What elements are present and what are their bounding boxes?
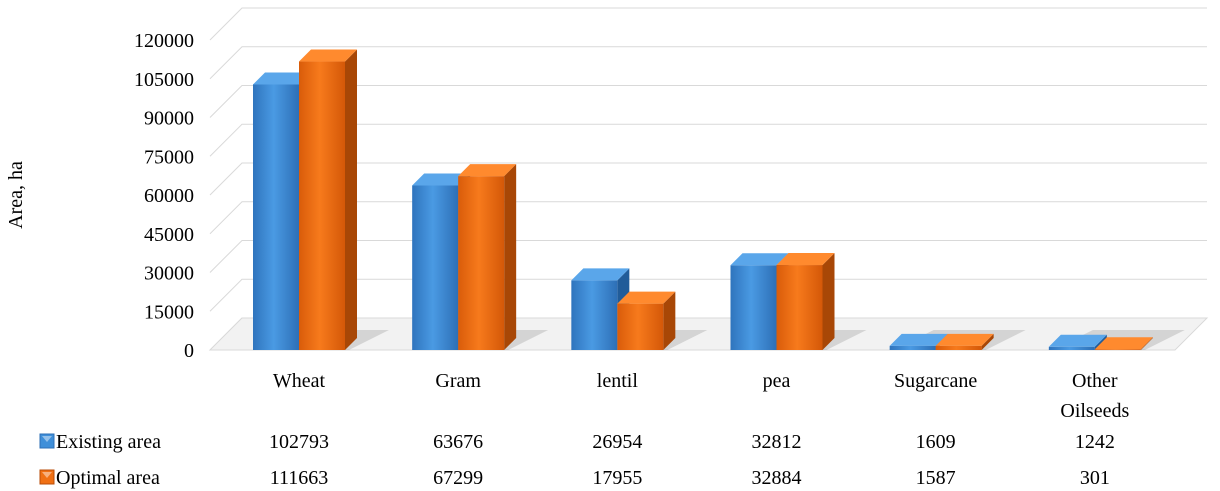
y-tick-label: 45000 <box>144 224 194 246</box>
bar-top <box>776 253 835 266</box>
x-category-label: Sugarcane <box>894 370 977 392</box>
data-table-cell: 102793 <box>269 431 329 453</box>
y-tick-label: 120000 <box>134 30 194 52</box>
legend-label: Optimal area <box>56 467 160 489</box>
x-category-label: Gram <box>435 370 481 392</box>
data-table: Wheat Gram lentil pea Sugarcane Other Oilseeds… <box>39 370 1129 489</box>
data-table-cell: 17955 <box>592 467 642 489</box>
legend-key-optimal <box>39 469 55 485</box>
bar-top <box>1048 334 1107 347</box>
bar-side <box>981 333 994 350</box>
gridlines <box>209 7 1207 351</box>
bar-existing <box>1048 346 1095 350</box>
data-table-cell: 1587 <box>916 467 956 489</box>
data-table-cell: 32812 <box>752 431 802 453</box>
bar-optimal <box>458 176 505 350</box>
data-table-cell: 63676 <box>433 431 483 453</box>
bar-optimal <box>935 345 982 350</box>
legend-label: Existing area <box>56 431 161 453</box>
bar-side <box>663 291 676 350</box>
x-category-label: Wheat <box>273 370 326 392</box>
bar-existing <box>730 265 777 350</box>
data-table-cell: 1609 <box>916 431 956 453</box>
y-tick-label: 15000 <box>144 301 194 323</box>
y-tick-label: 30000 <box>144 263 194 285</box>
gridline <box>209 85 1207 118</box>
bar-existing <box>571 280 618 350</box>
gridline <box>209 7 1207 41</box>
gridline <box>209 123 1207 157</box>
data-table-cell: 32884 <box>752 467 802 489</box>
y-tick-label: 75000 <box>144 146 194 168</box>
bar-side <box>504 164 517 350</box>
gridline <box>209 162 1207 196</box>
bars <box>253 49 1185 351</box>
y-axis-title: Area, ha <box>5 161 27 229</box>
bar-optimal <box>776 265 823 350</box>
y-tick-label: 0 <box>184 340 194 362</box>
gridline <box>209 46 1207 80</box>
bar-optimal <box>1094 349 1141 351</box>
legend-key-glint <box>42 436 52 442</box>
data-table-cell: 301 <box>1080 467 1110 489</box>
y-axis-ticks: 0 15000 30000 45000 60000 75000 90000 105000 120… <box>134 30 194 362</box>
bar-top <box>299 49 357 62</box>
data-table-cell: 1242 <box>1075 431 1115 453</box>
bar-top <box>730 253 789 266</box>
legend-key-existing <box>39 433 55 449</box>
data-table-cell: 67299 <box>433 467 483 489</box>
y-tick-label: 60000 <box>144 185 194 207</box>
gridline <box>209 240 1207 273</box>
x-category-label: Other <box>1072 370 1118 392</box>
x-category-label: lentil <box>597 370 639 392</box>
bar-top <box>935 333 994 346</box>
y-tick-label: 105000 <box>134 69 194 91</box>
bar-optimal <box>617 303 664 350</box>
bar-existing <box>889 345 936 350</box>
bar-side <box>822 253 835 350</box>
y-tick-label: 90000 <box>144 108 194 130</box>
bar-top <box>1094 337 1153 350</box>
bar-side <box>1140 337 1153 350</box>
x-category-label: Oilseeds <box>1060 400 1129 422</box>
bar-top <box>412 173 471 186</box>
gridline <box>209 278 1207 312</box>
bar-top <box>571 268 630 281</box>
bar-top <box>253 72 311 85</box>
bar-side <box>1094 334 1107 350</box>
bar-existing <box>412 185 459 350</box>
data-table-cell: 111663 <box>270 467 329 489</box>
bar-existing <box>253 84 299 350</box>
gridline <box>209 201 1207 235</box>
x-category-label: pea <box>763 370 791 392</box>
legend-key-glint <box>42 472 52 478</box>
bar-top <box>617 291 676 304</box>
bar-side <box>345 49 357 350</box>
data-table-cell: 26954 <box>592 431 642 453</box>
bar-top <box>458 164 517 177</box>
bar-top <box>889 333 948 346</box>
bar-optimal <box>299 61 345 350</box>
